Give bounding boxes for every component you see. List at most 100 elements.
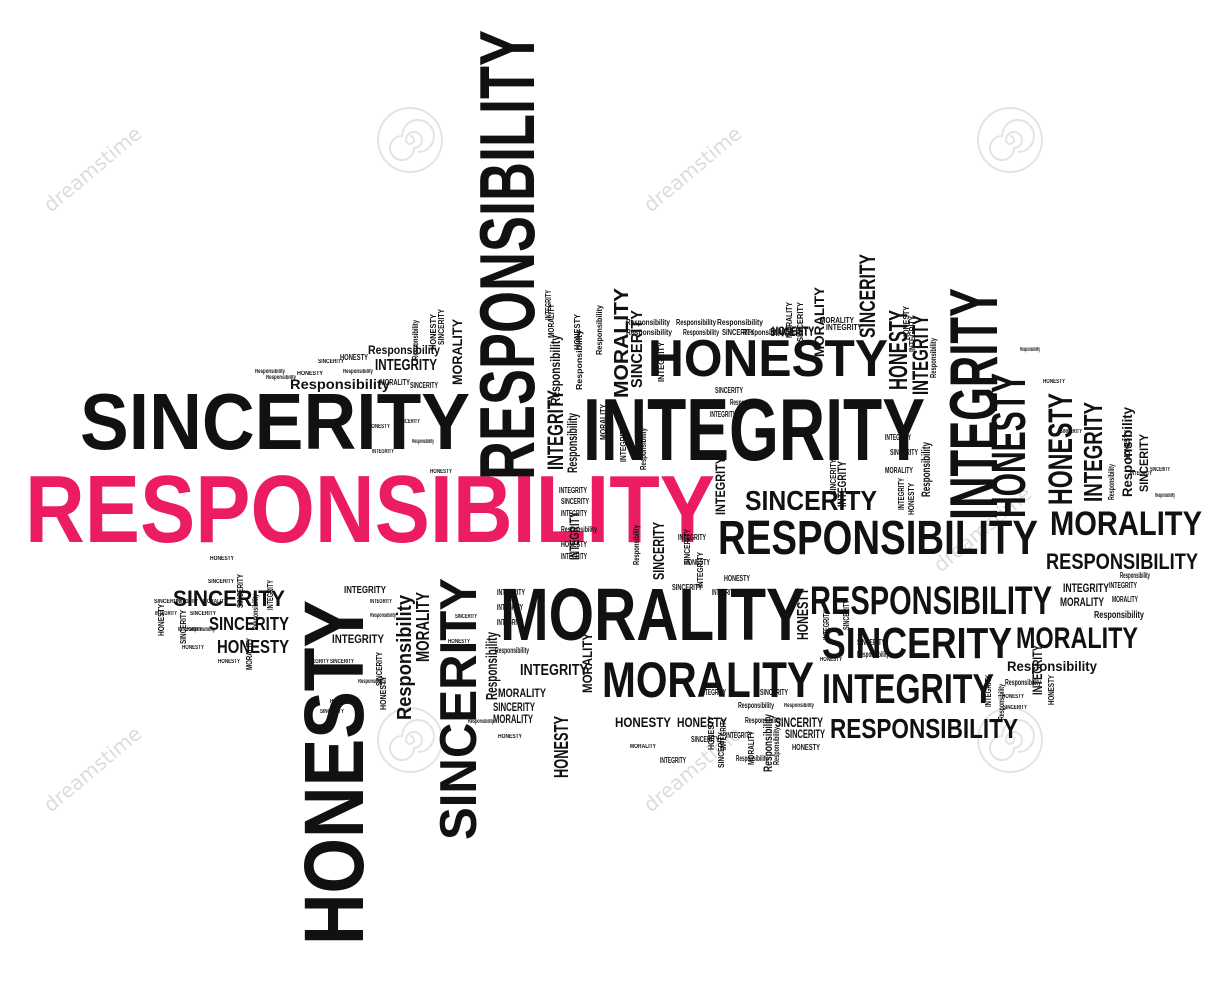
word-honesty: HONESTY	[157, 604, 166, 636]
word-honesty: HONESTY	[561, 540, 587, 550]
word-sincerity: SINCERITY	[154, 599, 182, 606]
word-integrity: INTEGRITY	[984, 675, 993, 707]
word-honesty: HONESTY	[182, 645, 204, 652]
word-integrity: INTEGRITY	[1078, 402, 1108, 502]
word-responsibility: Responsibility	[370, 613, 396, 620]
word-honesty: HONESTY	[551, 716, 573, 778]
word-integrity: INTEGRITY	[657, 342, 666, 382]
word-honesty: HONESTY	[573, 314, 582, 350]
word-sincerity: SINCERITY	[209, 614, 289, 635]
word-sincerity: SINCERITY	[760, 688, 788, 698]
word-sincerity: SINCERITY	[375, 652, 384, 686]
word-responsibility: Responsibility	[632, 525, 641, 565]
word-sincerity: SINCERITY	[672, 583, 702, 593]
word-honesty: HONESTY	[907, 483, 916, 515]
word-integrity: INTEGRITY	[155, 611, 177, 618]
word-honesty: HONESTY	[724, 574, 750, 584]
word-responsibility: Responsibility	[997, 684, 1006, 720]
word-sincerity: SINCERITY	[796, 302, 805, 342]
word-honesty: HONESTY	[1002, 694, 1024, 701]
word-responsibility: Responsibility	[1120, 571, 1150, 581]
word-sincerity: SINCERITY	[493, 699, 535, 714]
word-responsibility: RESPONSIBILITY	[463, 29, 551, 480]
word-responsibility: Responsibility	[1094, 610, 1144, 621]
word-integrity: INTEGRITY	[712, 588, 736, 598]
word-responsibility: Responsibility	[187, 627, 215, 634]
word-responsibility: RESPONSIBILITY	[810, 579, 1052, 623]
word-sincerity: SINCERITY	[785, 726, 825, 741]
word-responsibility: Responsibility	[772, 727, 781, 765]
word-morality: MORALITY	[602, 652, 814, 708]
word-integrity: INTEGRITY	[305, 659, 329, 666]
watermark-swirl-icon	[377, 107, 443, 173]
word-sincerity: SINCERITY	[722, 328, 754, 338]
word-responsibility: RESPONSIBILITY	[830, 713, 1018, 745]
word-sincerity: SINCERITY	[173, 585, 285, 611]
word-responsibility: Responsibility	[1020, 347, 1040, 354]
word-honesty: HONESTY	[792, 743, 820, 753]
word-honesty: HONESTY	[677, 713, 727, 730]
word-responsibility: Responsibility	[412, 439, 434, 446]
word-honesty: HONESTY	[1123, 430, 1132, 460]
word-morality: MORALITY	[493, 711, 533, 726]
word-sincerity: SINCERITY	[1060, 429, 1082, 436]
word-morality: MORALITY	[630, 744, 656, 751]
word-honesty: HONESTY	[287, 600, 381, 945]
word-honesty: HONESTY	[218, 659, 240, 666]
word-responsibility: Responsibility	[738, 701, 774, 711]
word-integrity: INTEGRITY	[826, 323, 862, 333]
word-integrity: INTEGRITY	[497, 588, 525, 598]
word-responsibility: Responsibility	[290, 375, 390, 392]
word-honesty: HONESTY	[297, 371, 323, 378]
word-integrity: INTEGRITY	[885, 433, 911, 443]
word-honesty: HONESTY	[1042, 393, 1080, 505]
word-responsibility: RESPONSIBILITY	[25, 456, 715, 564]
word-morality: MORALITY	[380, 378, 410, 388]
word-morality: MORALITY	[498, 685, 546, 700]
word-integrity: INTEGRITY	[375, 357, 437, 375]
word-sincerity: SINCERITY	[857, 638, 885, 648]
watermark-text: dreamstime	[38, 721, 147, 817]
word-integrity: INTEGRITY	[372, 449, 394, 456]
word-responsibility: Responsibility	[255, 369, 285, 376]
word-honesty: HONESTY	[820, 657, 842, 664]
word-responsibility: Responsibility	[564, 413, 580, 473]
word-responsibility: Responsibility	[1005, 678, 1041, 688]
word-responsibility: Responsibility	[1155, 493, 1175, 500]
word-integrity: INTEGRITY	[332, 631, 384, 646]
word-honesty: HONESTY	[448, 639, 470, 646]
word-responsibility: Responsibility	[919, 442, 933, 497]
word-honesty: HONESTY	[772, 323, 814, 338]
word-morality: MORALITY	[885, 466, 913, 476]
word-sincerity: SINCERITY	[179, 610, 188, 644]
word-honesty: HONESTY	[902, 306, 911, 340]
word-sincerity: SINCERITY	[745, 485, 877, 517]
word-responsibility: Responsibility	[358, 679, 386, 686]
word-responsibility: Responsibility	[1007, 657, 1097, 674]
word-sincerity: SINCERITY	[1150, 467, 1170, 474]
word-honesty: HONESTY	[707, 716, 716, 750]
watermark-text: dreamstime	[38, 121, 147, 217]
word-integrity: INTEGRITY	[497, 618, 523, 628]
word-responsibility: Responsibility	[561, 525, 597, 535]
word-integrity: INTEGRITY	[712, 457, 728, 515]
watermark-swirl-icon	[977, 107, 1043, 173]
word-responsibility: Responsibility	[676, 318, 716, 328]
word-responsibility: Responsibility	[730, 398, 762, 408]
word-integrity: INTEGRITY	[370, 599, 392, 606]
watermark-text: dreamstime	[638, 121, 747, 217]
word-integrity: INTEGRITY	[1109, 581, 1137, 591]
word-responsibility: Responsibility	[251, 594, 260, 630]
word-morality: MORALITY	[449, 319, 465, 385]
word-sincerity: SINCERITY	[437, 309, 446, 345]
word-integrity: INTEGRITY	[619, 426, 628, 462]
word-morality: MORALITY	[579, 633, 595, 693]
word-sincerity: SINCERITY	[770, 324, 814, 339]
word-integrity: INTEGRITY	[1063, 580, 1109, 595]
word-integrity: INTEGRITY	[266, 580, 275, 610]
word-responsibility: Responsibility	[411, 320, 420, 360]
word-integrity: INTEGRITY	[1029, 645, 1045, 695]
word-integrity: INTEGRITY	[700, 688, 726, 698]
word-honesty: HONESTY	[330, 699, 352, 706]
